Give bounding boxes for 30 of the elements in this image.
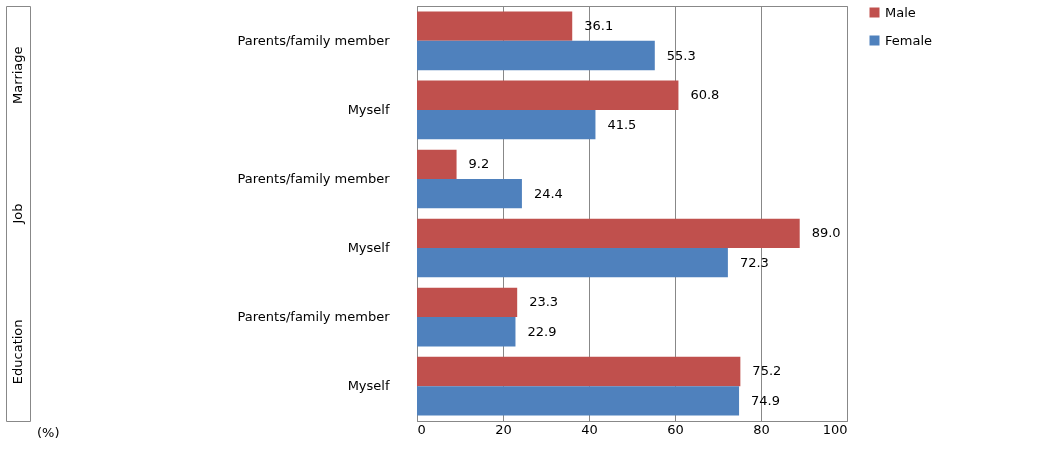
text: (%): [37, 425, 60, 440]
data-label: 55.3: [666, 47, 696, 63]
text: Job: [10, 203, 25, 225]
data-label: 22.9: [527, 323, 557, 339]
data-label: 9.2: [468, 156, 490, 172]
data-label: 36.1: [584, 18, 614, 34]
x-tick-label: 0: [417, 421, 426, 437]
data-label: 60.8: [690, 87, 720, 103]
data-label: 41.5: [607, 116, 637, 132]
data-label: 23.3: [529, 294, 559, 310]
data-label: 89.0: [811, 225, 841, 241]
y-tick-label: Parents/family member: [237, 309, 391, 325]
y-tick-label: Myself: [347, 240, 390, 256]
y-tick-label: Myself: [347, 378, 390, 394]
x-tick-label: 20: [495, 421, 512, 437]
data-label: 24.4: [533, 185, 563, 201]
x-tick-label: 80: [753, 421, 770, 437]
y-tick-label: Parents/family member: [237, 170, 391, 186]
x-tick-label: 40: [581, 421, 598, 437]
text: Education: [10, 319, 25, 385]
data-label: 72.3: [739, 254, 769, 270]
data-label: 74.9: [751, 392, 781, 408]
legend-label: Male: [885, 4, 916, 20]
text: Marriage: [10, 46, 25, 104]
x-tick-label: 100: [822, 421, 848, 437]
y-tick-label: Myself: [347, 101, 390, 117]
x-tick-label: 60: [667, 421, 684, 437]
legend-label: Female: [885, 32, 933, 48]
y-tick-label: Parents/family member: [237, 32, 391, 48]
data-label: 75.2: [752, 363, 782, 379]
